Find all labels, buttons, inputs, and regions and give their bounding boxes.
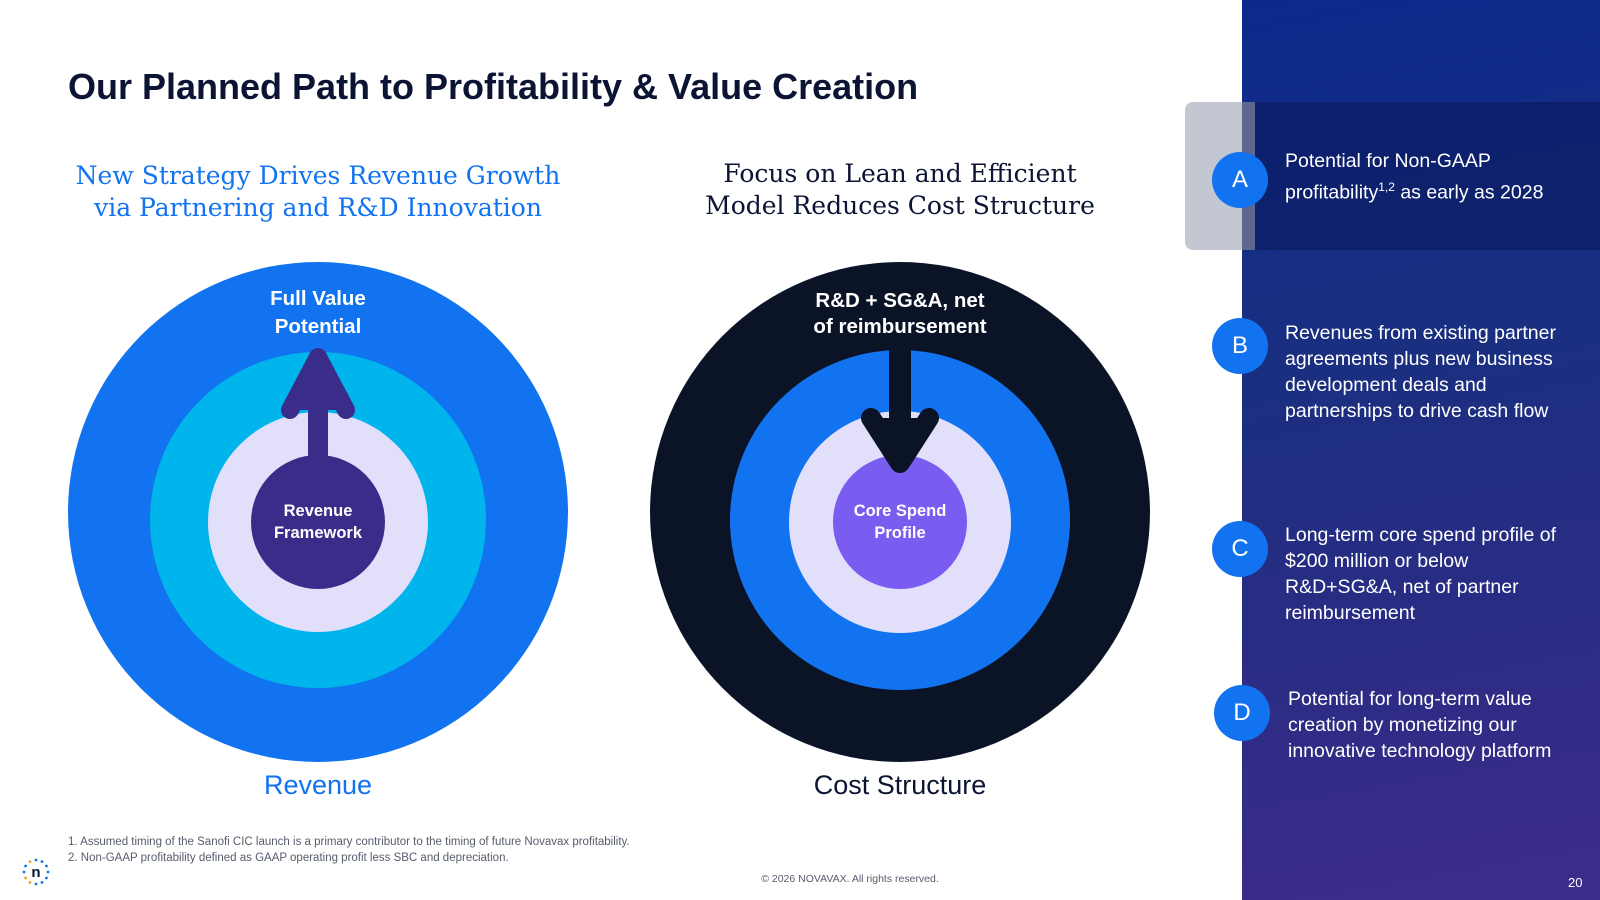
badge-c: C xyxy=(1212,521,1268,577)
label-line: R&D + SG&A, net xyxy=(815,289,985,312)
core-spend-label: Core Spend Profile xyxy=(830,500,970,544)
cost-structure-caption: Cost Structure xyxy=(813,770,987,800)
revenue-framework-label: Revenue Framework xyxy=(248,500,388,544)
point-a-tail: as early as 2028 xyxy=(1394,181,1544,204)
cost-subhead: Focus on Lean and Efficient Model Reduce… xyxy=(640,158,1160,222)
cost-core-circle xyxy=(833,455,967,589)
copyright: © 2026 NOVAVAX. All rights reserved. xyxy=(761,873,939,885)
badge-a: A xyxy=(1212,152,1268,208)
novavax-logo-icon: n xyxy=(22,858,50,886)
label-line: Core Spend xyxy=(853,502,947,520)
diagram-svg xyxy=(68,262,1150,762)
page-number: 20 xyxy=(1568,875,1583,890)
subhead-line: Focus on Lean and Efficient xyxy=(723,159,1077,188)
footnotes: 1. Assumed timing of the Sanofi CIC laun… xyxy=(68,834,630,866)
badge-d: D xyxy=(1214,685,1270,741)
subhead-line: New Strategy Drives Revenue Growth xyxy=(75,161,561,190)
point-a-main: Potential for Non-GAAP profitability xyxy=(1285,150,1491,204)
point-b-text: Revenues from existing partner agreement… xyxy=(1285,322,1556,422)
point-d-text: Potential for long-term value creation b… xyxy=(1288,688,1552,762)
subhead-line: via Partnering and R&D Innovation xyxy=(94,193,542,222)
footnote-1: 1. Assumed timing of the Sanofi CIC laun… xyxy=(68,836,630,848)
down-arrow-icon xyxy=(861,348,939,473)
up-arrow-icon xyxy=(281,348,355,465)
label-line: of reimbursement xyxy=(813,315,987,338)
revenue-core-circle xyxy=(251,455,385,589)
point-a-text: Potential for Non-GAAP profitability1,2 … xyxy=(1285,148,1580,206)
point-c-text: Long-term core spend profile of $200 mil… xyxy=(1285,524,1556,624)
revenue-subhead: New Strategy Drives Revenue Growth via P… xyxy=(58,160,578,224)
label-line: Framework xyxy=(273,524,363,542)
badge-b: B xyxy=(1212,318,1268,374)
highlight-band xyxy=(1242,102,1600,250)
subhead-line: Model Reduces Cost Structure xyxy=(705,191,1095,220)
page-title: Our Planned Path to Profitability & Valu… xyxy=(68,66,919,107)
footnote-2: 2. Non-GAAP profitability defined as GAA… xyxy=(68,852,509,864)
svg-text:n: n xyxy=(31,864,40,881)
full-value-label: Full Value Potential xyxy=(218,285,418,341)
rd-sga-label: R&D + SG&A, net of reimbursement xyxy=(770,288,1030,340)
concentric-diagrams: Full Value Potential Revenue Framework R… xyxy=(68,262,1150,800)
label-line: Profile xyxy=(874,524,926,542)
label-line: Potential xyxy=(274,315,362,338)
revenue-caption: Revenue xyxy=(263,770,373,800)
footnote-ref: 1,2 xyxy=(1378,180,1395,194)
label-line: Full Value xyxy=(270,287,366,310)
label-line: Revenue xyxy=(283,502,353,520)
